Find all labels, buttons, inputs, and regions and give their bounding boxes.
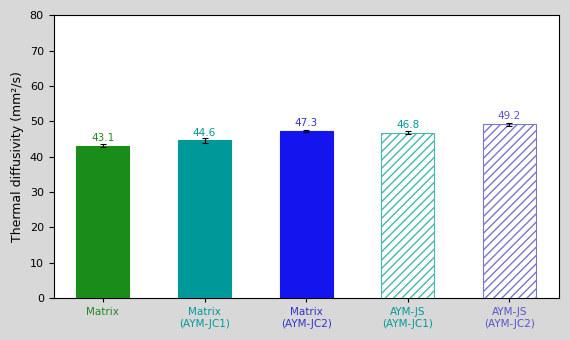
- Text: 47.3: 47.3: [295, 118, 318, 128]
- Bar: [483, 124, 536, 298]
- Bar: [280, 131, 333, 298]
- Text: 44.6: 44.6: [193, 128, 216, 138]
- Text: 46.8: 46.8: [396, 120, 420, 130]
- Bar: [381, 133, 434, 298]
- Bar: [178, 140, 231, 298]
- Y-axis label: Thermal diffusivity (mm²/s): Thermal diffusivity (mm²/s): [11, 71, 24, 242]
- Text: 49.2: 49.2: [498, 111, 521, 121]
- Bar: [76, 146, 129, 298]
- Text: 43.1: 43.1: [91, 133, 115, 143]
